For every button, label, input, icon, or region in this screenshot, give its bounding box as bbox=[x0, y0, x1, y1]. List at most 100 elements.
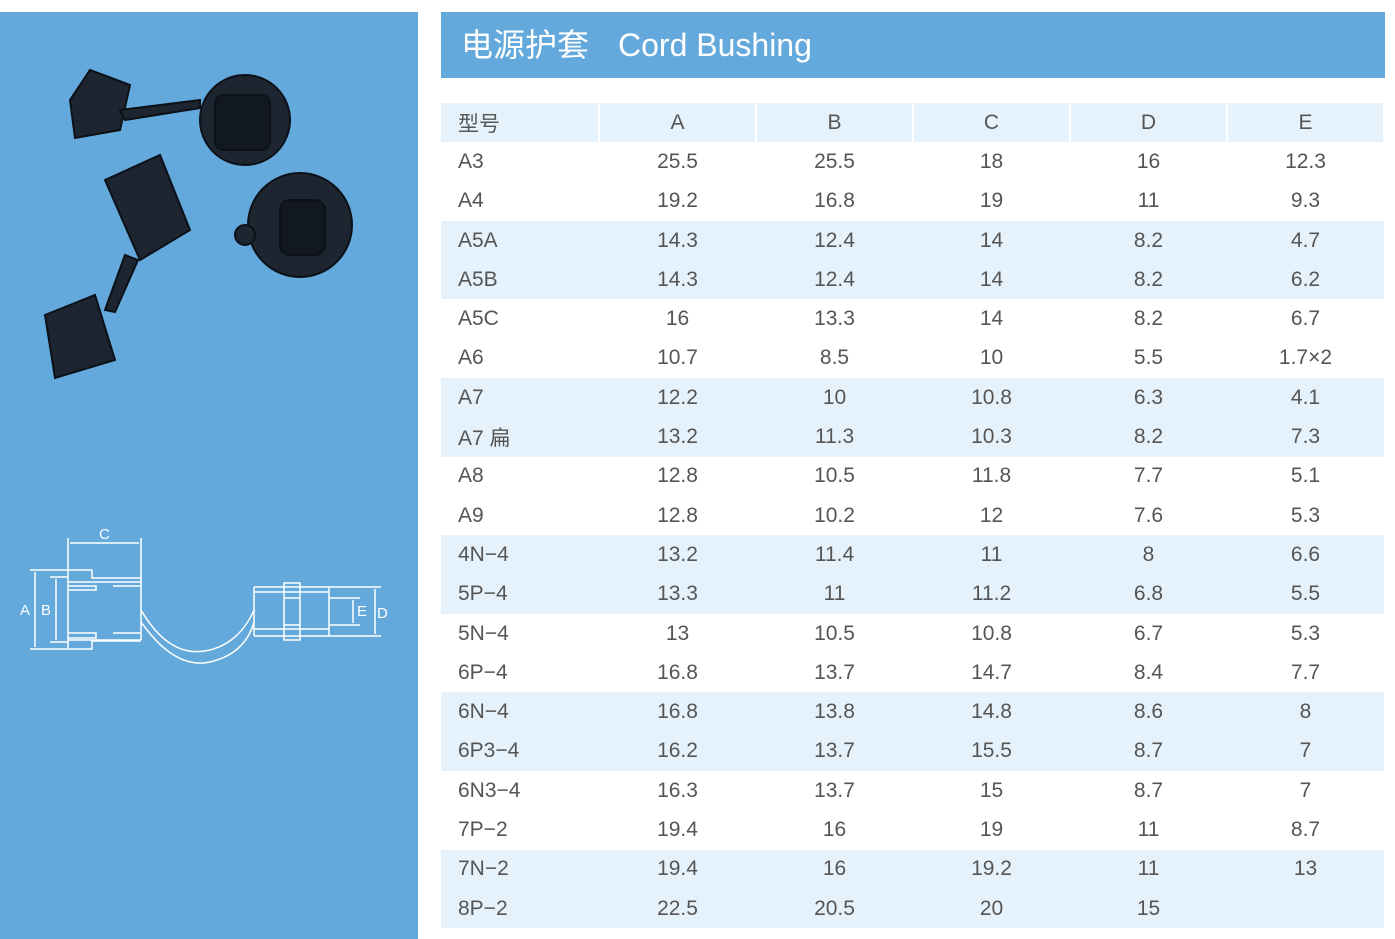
value-cell: 11.4 bbox=[756, 535, 913, 575]
spec-table: 型号 A B C D E A3 25.5 25.5 18 16 12.3 A4 19.2 16.8 19 11… bbox=[441, 103, 1385, 929]
model-cell: 6N−4 bbox=[441, 692, 599, 732]
model-cell: 4N−4 bbox=[441, 535, 599, 575]
value-cell: 13 bbox=[665, 621, 690, 645]
table-row: 8P−2 22.5 20.5 20 15 bbox=[441, 888, 1384, 929]
value-cell: 13.8 bbox=[756, 692, 913, 732]
value-cell: 14.7 bbox=[971, 660, 1012, 684]
value-cell: 9.3 bbox=[1290, 189, 1321, 213]
value-cell: 12 bbox=[979, 503, 1004, 527]
value-cell: 19.2 bbox=[657, 189, 698, 213]
model-cell: A3 bbox=[458, 149, 484, 173]
model-cell: A5B bbox=[441, 260, 599, 300]
column-header: B bbox=[756, 103, 914, 143]
value-cell: 22.5 bbox=[599, 888, 756, 929]
value-cell: 14.3 bbox=[599, 220, 756, 261]
value-cell: 11 bbox=[1137, 817, 1160, 841]
value-cell: 4.7 bbox=[1227, 220, 1384, 261]
value-cell: 1.7×2 bbox=[1278, 346, 1333, 370]
table-row: 5P−4 13.3 11 11.2 6.8 5.5 bbox=[441, 574, 1384, 614]
dim-label-b: B bbox=[41, 602, 51, 619]
value-cell: 4.1 bbox=[1227, 378, 1384, 418]
table-row: 4N−4 13.2 11.4 11 8 6.6 bbox=[441, 535, 1384, 575]
value-cell: 7.3 bbox=[1227, 417, 1384, 457]
value-cell: 16.8 bbox=[657, 660, 698, 684]
value-cell: 11 bbox=[1137, 189, 1160, 213]
left-panel bbox=[0, 12, 418, 939]
column-header: C bbox=[913, 103, 1071, 143]
value-cell: 6.2 bbox=[1227, 260, 1384, 300]
value-cell: 7.6 bbox=[1133, 503, 1164, 527]
value-cell: 12.2 bbox=[599, 378, 756, 418]
value-cell: 10 bbox=[756, 378, 913, 418]
value-cell: 8.5 bbox=[819, 346, 850, 370]
value-cell: 15 bbox=[979, 778, 1004, 802]
value-cell: 8.2 bbox=[1070, 417, 1227, 457]
table-row: A5A 14.3 12.4 14 8.2 4.7 bbox=[441, 220, 1384, 261]
value-cell: 8 bbox=[1070, 535, 1227, 575]
model-cell: A6 bbox=[458, 346, 484, 370]
value-cell: 19.2 bbox=[913, 849, 1070, 889]
table-row: 7P−2 19.4 16 19 11 8.7 bbox=[441, 810, 1384, 849]
value-cell: 10.3 bbox=[913, 417, 1070, 457]
model-cell: A5A bbox=[441, 220, 599, 261]
model-cell: 7P−2 bbox=[458, 817, 508, 841]
model-cell: A9 bbox=[458, 503, 484, 527]
model-cell: 8P−2 bbox=[441, 888, 599, 929]
value-cell: 19 bbox=[979, 189, 1004, 213]
value-cell: 7.7 bbox=[1133, 464, 1164, 488]
value-cell: 13.7 bbox=[756, 731, 913, 772]
value-cell: 16.2 bbox=[599, 731, 756, 772]
value-cell: 6.7 bbox=[1133, 621, 1164, 645]
value-cell: 13.3 bbox=[599, 574, 756, 614]
value-cell: 16 bbox=[1136, 149, 1161, 173]
table-row: A9 12.8 10.2 12 7.6 5.3 bbox=[441, 496, 1384, 535]
value-cell: 10.8 bbox=[971, 621, 1012, 645]
value-cell: 13 bbox=[1227, 849, 1384, 889]
value-cell: 8.2 bbox=[1133, 307, 1164, 331]
value-cell: 11 bbox=[1070, 849, 1227, 889]
model-cell: 6P−4 bbox=[458, 660, 508, 684]
table-row: 6P3−4 16.2 13.7 15.5 8.7 7 bbox=[441, 731, 1384, 772]
value-cell: 14 bbox=[979, 307, 1004, 331]
model-cell: 6N3−4 bbox=[458, 778, 521, 802]
value-cell: 18 bbox=[979, 149, 1004, 173]
value-cell: 14.3 bbox=[599, 260, 756, 300]
value-cell: 25.5 bbox=[657, 149, 698, 173]
value-cell: 11.2 bbox=[913, 574, 1070, 614]
dim-label-d: D bbox=[377, 605, 388, 622]
value-cell: 15.5 bbox=[913, 731, 1070, 772]
value-cell: 8.7 bbox=[1133, 778, 1164, 802]
value-cell: 12.8 bbox=[657, 464, 698, 488]
value-cell: 6.6 bbox=[1227, 535, 1384, 575]
dim-label-c: C bbox=[99, 526, 110, 543]
value-cell: 7 bbox=[1299, 778, 1312, 802]
value-cell: 8.7 bbox=[1290, 817, 1321, 841]
value-cell: 16.3 bbox=[657, 778, 698, 802]
value-cell: 25.5 bbox=[814, 149, 855, 173]
table-row: 5N−4 13 10.5 10.8 6.7 5.3 bbox=[441, 614, 1384, 653]
model-cell: A5C bbox=[458, 307, 499, 331]
value-cell: 15 bbox=[1070, 888, 1227, 929]
value-cell: 8.7 bbox=[1070, 731, 1227, 772]
value-cell: 14 bbox=[913, 260, 1070, 300]
table-row: A7 12.2 10 10.8 6.3 4.1 bbox=[441, 378, 1384, 418]
model-cell: 6P3−4 bbox=[441, 731, 599, 772]
value-cell: 5.5 bbox=[1227, 574, 1384, 614]
model-cell: 5P−4 bbox=[441, 574, 599, 614]
value-cell: 5.3 bbox=[1290, 503, 1321, 527]
value-cell: 6.7 bbox=[1290, 307, 1321, 331]
dim-label-a: A bbox=[20, 602, 30, 619]
value-cell: 6.3 bbox=[1070, 378, 1227, 418]
table-row: A5C 16 13.3 14 8.2 6.7 bbox=[441, 299, 1384, 338]
value-cell: 16.8 bbox=[814, 189, 855, 213]
value-cell: 11.3 bbox=[756, 417, 913, 457]
table-header-row: 型号 A B C D E bbox=[441, 103, 1385, 143]
model-cell: 7N−2 bbox=[441, 849, 599, 889]
page-header: 电源护套 Cord Bushing bbox=[441, 12, 1385, 78]
value-cell: 10.7 bbox=[657, 346, 698, 370]
value-cell: 8.4 bbox=[1133, 660, 1164, 684]
value-cell: 16 bbox=[756, 849, 913, 889]
column-header: E bbox=[1227, 103, 1385, 143]
value-cell: 19.4 bbox=[657, 817, 698, 841]
value-cell: 13.3 bbox=[814, 307, 855, 331]
